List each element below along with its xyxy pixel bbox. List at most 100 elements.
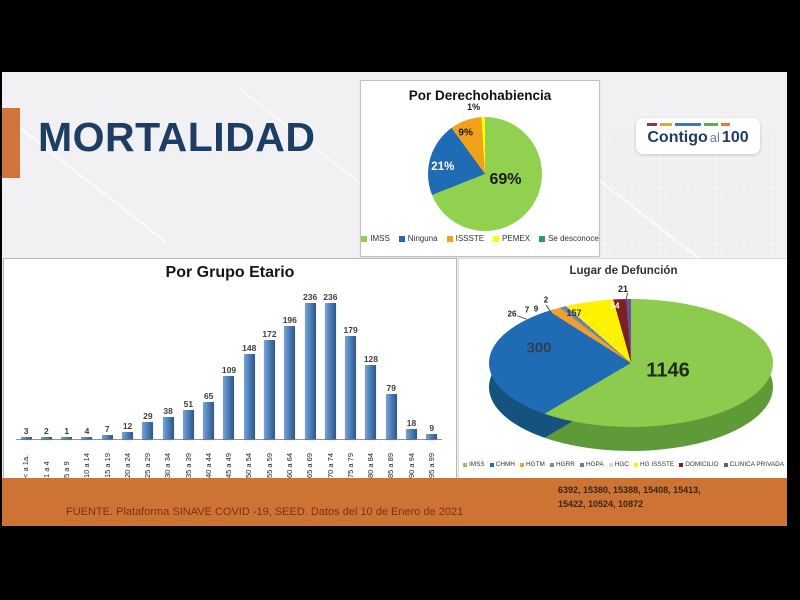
- bar-slot: 172: [259, 329, 279, 439]
- title-accent-rectangle: [2, 108, 20, 178]
- legend-swatch: [579, 462, 584, 467]
- legend-item: HGPA: [579, 461, 604, 468]
- bar-slot: 128: [361, 354, 381, 439]
- bar-category-label: 45 a 49: [224, 452, 234, 478]
- bar-value-label: 38: [163, 406, 173, 417]
- bar: [405, 428, 417, 439]
- footer-band: FUENTE. Plataforma SINAVE COVID -19, SEE…: [2, 478, 787, 526]
- bar-value-label: 29: [143, 411, 153, 422]
- bar-slot: 18: [401, 418, 421, 439]
- pie-slice-label-issste: 9%: [458, 127, 473, 139]
- pie-slice-label-imss: 69%: [489, 170, 522, 188]
- bar-value-label: 148: [242, 342, 257, 353]
- bar: [324, 303, 336, 439]
- bar: [223, 376, 235, 439]
- derechohabiencia-legend: IMSS Ninguna ISSSTE PEMEX Se desconoce: [361, 234, 599, 243]
- bar-value-label: 65: [203, 390, 214, 401]
- lugar-defuncion-legend: IMSS CHMH HGTM HGRR HGPA HGC HG ISSSTE DOMICILI…: [463, 461, 784, 468]
- bar-slot: 29: [138, 411, 158, 439]
- logo-dash: [675, 123, 701, 126]
- legend-swatch: [446, 235, 453, 242]
- bar-category-label: 40 a 44: [203, 452, 213, 478]
- pie-value-imss: 1146: [646, 359, 690, 382]
- bar-category-label: 25 a 29: [143, 452, 153, 478]
- legend-label: HGRR: [556, 461, 575, 468]
- logo-text: Contigo al 100: [636, 129, 760, 147]
- derechohabiencia-title: Por Derechohabiencia: [408, 88, 552, 103]
- lugar-defuncion-pie-chart: [489, 299, 773, 427]
- legend-item: Se desconoce: [539, 234, 599, 243]
- bar: [101, 435, 113, 439]
- footer-codes-line1: 6392, 15380, 15388, 15408, 15413,: [558, 485, 701, 495]
- source-note: FUENTE. Plataforma SINAVE COVID -19, SEE…: [66, 506, 464, 518]
- bar: [365, 365, 377, 439]
- grupo-etario-panel: Por Grupo Etario 3 2 1 4 7 12 29 38 51 65 109 148 17…: [3, 258, 457, 480]
- legend-swatch: [634, 462, 639, 467]
- legend-item: HGC: [608, 461, 629, 468]
- bar-slot: 4: [77, 426, 97, 439]
- bar-value-label: 51: [183, 398, 194, 409]
- contigo-al-100-logo: Contigo al 100: [636, 118, 760, 154]
- legend-swatch: [550, 462, 554, 467]
- bar-value-label: 79: [386, 382, 396, 393]
- bar-slot: 1: [57, 426, 77, 439]
- logo-word-al: al: [709, 130, 720, 145]
- bar-category-label: 1 a 4: [41, 461, 51, 478]
- bar: [426, 433, 438, 439]
- grupo-etario-title: Por Grupo Etario: [165, 264, 295, 281]
- legend-swatch: [489, 462, 494, 467]
- bar: [203, 401, 215, 439]
- bar: [122, 432, 134, 439]
- legend-label: PEMEX: [502, 234, 531, 243]
- pie-value-clinica-privada: 21: [617, 284, 629, 294]
- legend-item: PEMEX: [493, 234, 530, 243]
- bar-category-label: 30 a 34: [163, 452, 173, 478]
- bar: [304, 303, 316, 439]
- bar-category-label: 50 a 54: [244, 452, 254, 478]
- pie-value-hgtm: 26: [507, 309, 517, 319]
- pie-value-domicilio: 54: [610, 301, 620, 311]
- pie-value-chmh: 300: [526, 339, 552, 357]
- legend-swatch: [723, 462, 728, 467]
- bar-category-label: 15 a 19: [102, 452, 112, 478]
- pie-slice-label-pemex: 1%: [467, 101, 481, 112]
- bar-slot: 79: [381, 382, 401, 439]
- bar-slot: 109: [219, 365, 239, 439]
- pie-value-hgrr: 7: [524, 305, 530, 315]
- lugar-defuncion-title: Lugar de Defunción: [569, 265, 678, 277]
- logo-dash: [647, 123, 657, 126]
- logo-dashes: [647, 123, 730, 126]
- bar: [81, 436, 93, 439]
- bar-value-label: 1: [64, 426, 70, 436]
- lugar-defuncion-panel: Lugar de Defunción 1146 300 26 7 9 2 157…: [458, 258, 787, 480]
- bar-slot: 236: [300, 292, 320, 439]
- footer-codes-line2: 15422, 10524, 10872: [558, 498, 644, 509]
- logo-word-100: 100: [721, 129, 749, 146]
- grupo-etario-category-axis: < a 1a. 1 a 4 5 a 9 10 a 14 15 a 19 20 a 24 25…: [16, 440, 442, 478]
- bar-category-label: 75 a 79: [345, 452, 355, 478]
- legend-label: HG ISSSTE: [640, 461, 675, 468]
- logo-word-contigo: Contigo: [647, 129, 708, 146]
- legend-swatch: [539, 235, 546, 242]
- bar-category-label: 20 a 24: [122, 452, 132, 478]
- legend-item: IMSS: [463, 461, 485, 468]
- legend-item: HGTM: [520, 461, 545, 468]
- legend-label: HGPA: [585, 461, 604, 468]
- bar-slot: 179: [341, 325, 361, 439]
- pie-value-hg-issste: 157: [566, 308, 582, 318]
- legend-swatch: [493, 235, 500, 242]
- derechohabiencia-pie-chart: 69% 21% 9% 1%: [428, 102, 542, 231]
- logo-dash: [721, 123, 730, 126]
- logo-dash: [704, 123, 718, 126]
- bar: [142, 422, 154, 439]
- bar-value-label: 7: [104, 424, 110, 434]
- logo-dash: [660, 123, 672, 126]
- bar-slot: 7: [97, 424, 117, 439]
- grupo-etario-bar-plot: 3 2 1 4 7 12 29 38 51 65 109 148 172 196 236 236 179 128 7…: [16, 289, 442, 440]
- legend-label: HGC: [614, 461, 629, 468]
- legend-swatch: [463, 462, 467, 467]
- bar-category-label: 80 a 84: [366, 452, 376, 478]
- bar-category-label: 10 a 14: [82, 452, 92, 478]
- legend-item: IMSS: [361, 234, 390, 243]
- bar: [182, 409, 194, 439]
